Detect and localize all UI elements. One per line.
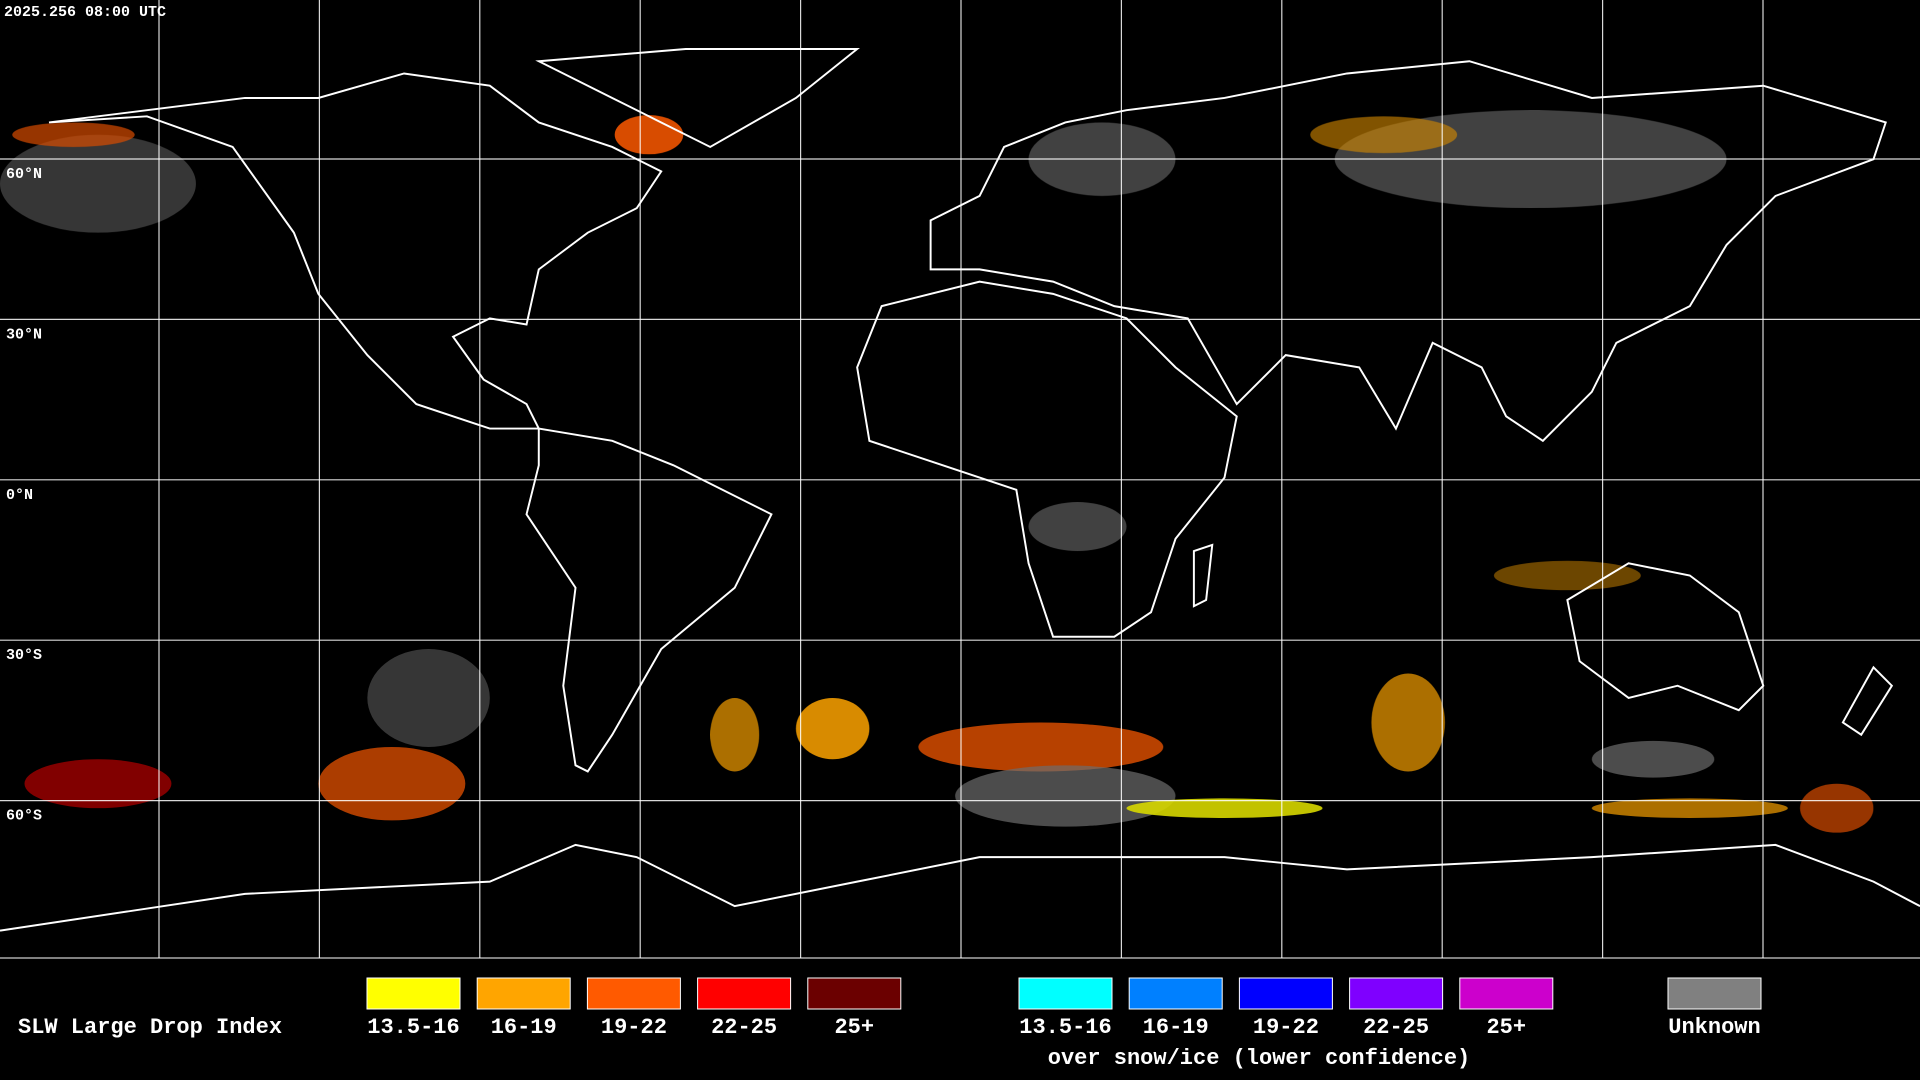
- coastline: [1566, 562, 1765, 712]
- cloud-patch: [1800, 783, 1874, 833]
- cloud-patch: [1310, 116, 1458, 154]
- cloud-patch: [1126, 798, 1323, 818]
- cloud-patch: [367, 648, 490, 747]
- legend-swatch: [366, 977, 461, 1010]
- coastline: [929, 60, 1887, 443]
- coastline: [525, 427, 773, 773]
- legend-label: Unknown: [1668, 1015, 1760, 1040]
- coastline: [48, 72, 663, 430]
- legend-title: SLW Large Drop Index: [18, 1015, 282, 1040]
- legend-swatch: [1238, 977, 1333, 1010]
- graticule: 60°N 30°N 0°N 30°S 60°S: [0, 0, 1920, 958]
- legend-label: 19-22: [1253, 1015, 1319, 1040]
- coastline: [1841, 665, 1894, 737]
- legend-swatch: [1018, 977, 1113, 1010]
- cloud-patch: [1493, 560, 1641, 591]
- latitude-label: 30°N: [6, 326, 42, 343]
- cloud-patch: [710, 697, 760, 772]
- cloud-patch: [24, 759, 172, 809]
- legend-swatch: [1349, 977, 1444, 1010]
- legend-swatch: [807, 977, 902, 1010]
- map: 60°N 30°N 0°N 30°S 60°S: [0, 0, 1920, 958]
- cloud-patch: [918, 722, 1164, 772]
- coastline: [1192, 543, 1214, 608]
- coastline: [535, 48, 860, 149]
- coastlines: [0, 48, 1920, 932]
- cloud-patch: [1028, 502, 1127, 552]
- legend-label: 13.5-16: [367, 1015, 459, 1040]
- cloud-patch: [1591, 798, 1788, 818]
- latitude-label: 30°S: [6, 647, 42, 664]
- coastline: [0, 843, 1920, 932]
- cloud-patch: [318, 746, 466, 821]
- latitude-label: 60°S: [6, 808, 42, 825]
- legend: 13.5-16 16-19 19-22 22-25 25+ 13.5-16 16-19 19-…: [366, 977, 1762, 1040]
- legend-label: 25+: [1486, 1015, 1526, 1040]
- latitude-label: 60°N: [6, 166, 42, 183]
- legend-label: 19-22: [601, 1015, 667, 1040]
- legend-swatch: [586, 977, 681, 1010]
- cloud-patch: [795, 697, 870, 760]
- legend-swatch: [1667, 977, 1762, 1010]
- legend-swatch: [1128, 977, 1223, 1010]
- legend-label: 25+: [834, 1015, 874, 1040]
- legend-swatch: [697, 977, 792, 1010]
- cloud-patch: [614, 115, 684, 155]
- legend-swatch: [476, 977, 571, 1010]
- legend-label: 13.5-16: [1019, 1015, 1111, 1040]
- cloud-patch: [0, 134, 196, 233]
- cloud-patch: [955, 765, 1176, 827]
- timestamp: 2025.256 08:00 UTC: [4, 4, 166, 21]
- legend-label: 16-19: [491, 1015, 557, 1040]
- coastline: [856, 280, 1238, 638]
- legend-caption: over snow/ice (lower confidence): [1048, 1046, 1470, 1071]
- legend-label: 22-25: [711, 1015, 777, 1040]
- cloud-patch: [12, 122, 135, 147]
- latitude-label: 0°N: [6, 487, 33, 504]
- cloud-patch: [1591, 740, 1715, 778]
- legend-swatch: [1459, 977, 1554, 1010]
- legend-label: 16-19: [1143, 1015, 1209, 1040]
- legend-label: 22-25: [1363, 1015, 1429, 1040]
- cloud-patch: [1371, 673, 1445, 772]
- cloud-field: [0, 110, 1874, 833]
